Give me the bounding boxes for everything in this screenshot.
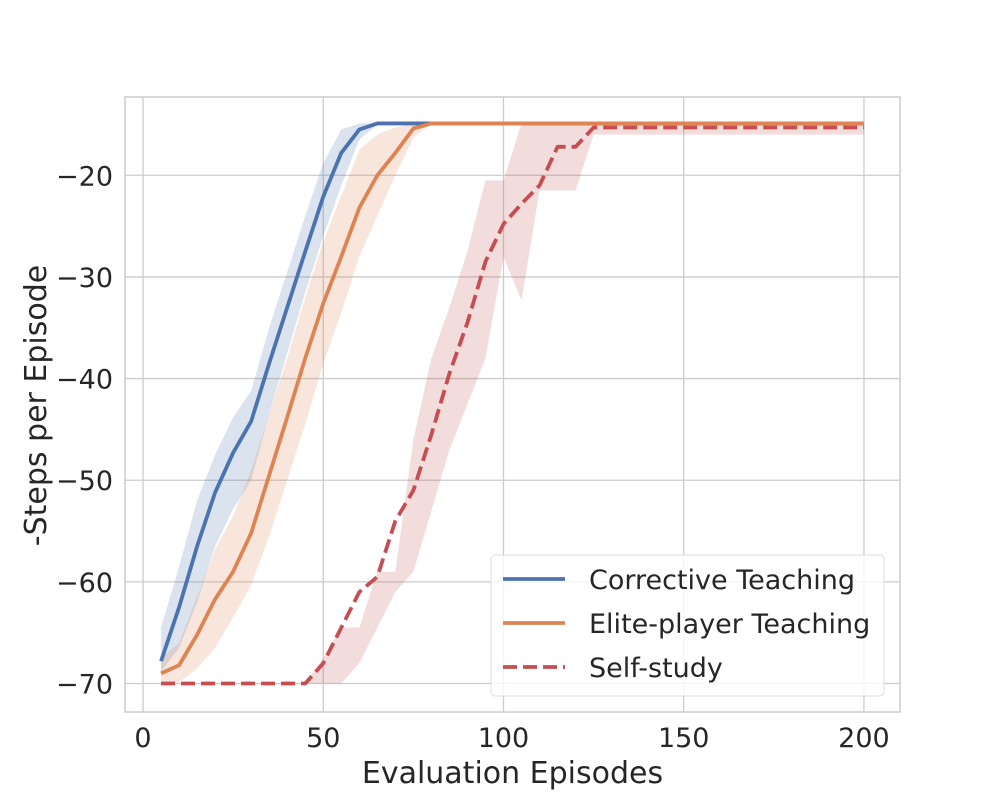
x-axis-label: Evaluation Episodes (362, 756, 663, 791)
legend: Corrective Teaching Elite-player Teaching… (490, 554, 885, 697)
y-tick-label: −20 (56, 161, 113, 192)
y-tick-label: −30 (56, 263, 113, 294)
legend-label: Corrective Teaching (589, 565, 855, 596)
legend-box (490, 554, 885, 697)
confidence-band (161, 123, 864, 684)
y-axis-label: -Steps per Episode (19, 265, 54, 546)
series-line (161, 125, 864, 686)
x-tick-label: 50 (306, 723, 340, 754)
y-tick-label: −50 (56, 466, 113, 497)
series-line (160, 121, 864, 676)
y-tick-label: −40 (56, 365, 113, 396)
legend-label: Self-study (589, 653, 723, 684)
y-tick-labels: −70 −60 −50 −40 −30 −20 (56, 161, 113, 700)
y-tick-label: −70 (56, 670, 113, 701)
x-tick-label: 200 (838, 723, 890, 754)
y-tick-label: −60 (56, 568, 113, 599)
legend-items: Corrective Teaching Elite-player Teaching… (503, 565, 870, 684)
legend-label: Elite-player Teaching (589, 609, 870, 640)
x-tick-labels: 0 50 100 150 200 (134, 723, 889, 754)
series-lines (159, 121, 864, 686)
grid (125, 97, 900, 712)
x-tick-label: 0 (134, 723, 151, 754)
x-tick-label: 100 (478, 723, 530, 754)
x-tick-label: 150 (658, 723, 710, 754)
plot-frame (124, 96, 901, 713)
